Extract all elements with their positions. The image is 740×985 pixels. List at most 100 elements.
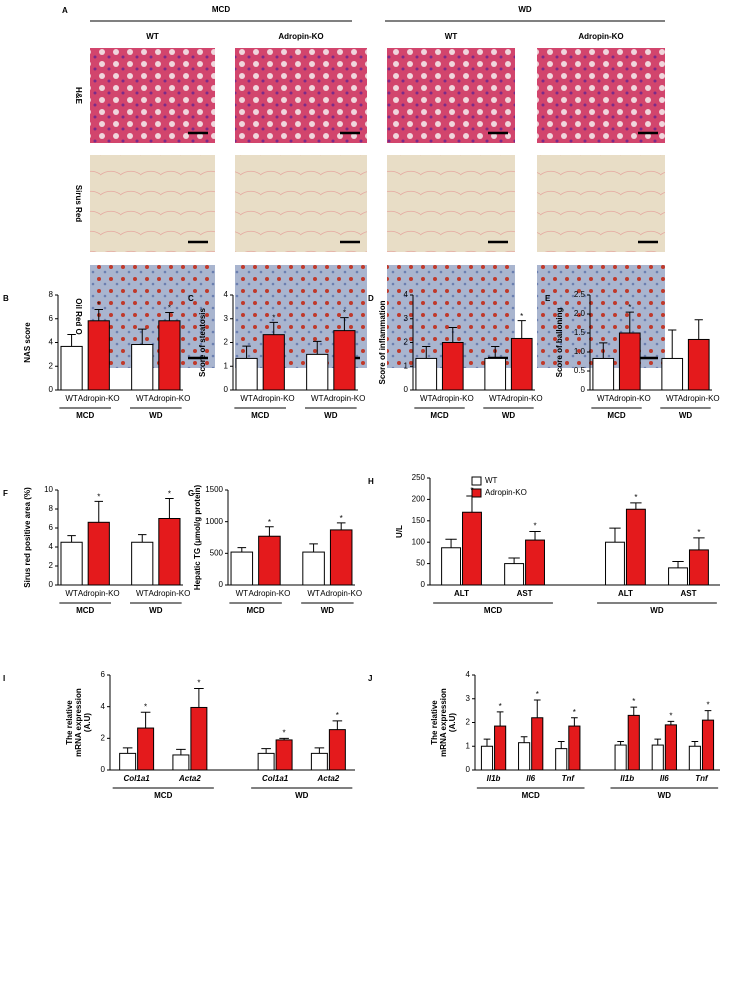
bar bbox=[87, 521, 110, 586]
y-axis-title: mRNA expression bbox=[439, 688, 448, 757]
bar bbox=[504, 563, 525, 586]
group-label: WD bbox=[679, 411, 693, 420]
y-tick-label: 4 bbox=[101, 702, 106, 711]
micrograph bbox=[235, 48, 367, 143]
y-tick-label: 2 bbox=[49, 361, 54, 370]
y-axis-title: Score of steatosis bbox=[198, 307, 207, 376]
significance: * bbox=[634, 493, 637, 502]
x-tick-label: WT bbox=[236, 589, 249, 598]
y-tick-label: 6 bbox=[49, 314, 54, 323]
x-tick-label: Tnf bbox=[695, 774, 709, 783]
bar bbox=[310, 752, 328, 771]
y-axis-title: Sirus red positive area (%) bbox=[23, 487, 32, 588]
bar bbox=[480, 745, 494, 771]
y-tick-label: 2 bbox=[101, 733, 106, 742]
bar bbox=[518, 742, 531, 771]
group-label: WD bbox=[518, 5, 532, 14]
bar bbox=[668, 567, 688, 586]
y-tick-label: 0 bbox=[101, 765, 106, 774]
bar bbox=[158, 518, 181, 586]
error-bar bbox=[269, 321, 278, 335]
bar bbox=[525, 539, 545, 586]
group-label: MCD bbox=[607, 411, 625, 420]
error-bar bbox=[422, 346, 431, 359]
bar bbox=[441, 547, 462, 586]
error-bar bbox=[491, 346, 500, 359]
error-bar bbox=[529, 531, 541, 541]
error-bar bbox=[336, 522, 346, 530]
micrograph bbox=[90, 155, 215, 252]
error-bar bbox=[617, 741, 624, 746]
bar bbox=[87, 320, 110, 391]
bar bbox=[306, 353, 329, 391]
x-tick-label: Il6 bbox=[526, 774, 535, 783]
y-tick-label: 2 bbox=[466, 718, 471, 727]
x-tick-label: WT bbox=[420, 394, 433, 403]
x-tick-label: Adropin-KO bbox=[609, 394, 651, 403]
x-tick-label: Col1a1 bbox=[262, 774, 289, 783]
error-bar bbox=[94, 500, 103, 523]
bar bbox=[664, 724, 677, 771]
y-tick-label: 0 bbox=[219, 580, 224, 589]
panel-letter: G bbox=[188, 489, 194, 498]
y-tick-label: 1000 bbox=[205, 517, 223, 526]
x-tick-label: WT bbox=[136, 394, 149, 403]
error-bar bbox=[667, 720, 675, 725]
legend-swatch bbox=[471, 488, 482, 498]
y-tick-label: 4 bbox=[404, 290, 409, 299]
bar bbox=[441, 342, 464, 391]
significance: * bbox=[343, 309, 346, 318]
x-tick-label: WT bbox=[240, 394, 253, 403]
row-label: H&E bbox=[74, 87, 83, 105]
y-tick-label: 6 bbox=[49, 523, 54, 532]
legend-label: WT bbox=[485, 476, 498, 485]
significance: * bbox=[283, 728, 286, 737]
bar bbox=[158, 320, 181, 391]
significance: * bbox=[97, 301, 100, 310]
x-tick-label: Adropin-KO bbox=[432, 394, 474, 403]
x-tick-label: ALT bbox=[618, 589, 633, 598]
y-tick-label: 2 bbox=[404, 338, 409, 347]
bar bbox=[190, 706, 208, 771]
y-tick-label: 0 bbox=[224, 385, 229, 394]
group-label: MCD bbox=[484, 606, 502, 615]
y-tick-label: 0 bbox=[421, 580, 426, 589]
bar bbox=[302, 551, 325, 586]
error-bar bbox=[466, 495, 478, 513]
significance: * bbox=[632, 697, 635, 706]
y-axis-title: (A.U) bbox=[83, 713, 92, 732]
x-tick-label: ALT bbox=[454, 589, 469, 598]
y-tick-label: 3 bbox=[466, 694, 471, 703]
y-tick-label: 2.5 bbox=[574, 290, 586, 299]
error-bar bbox=[483, 738, 491, 747]
bar bbox=[230, 551, 254, 586]
bar bbox=[627, 714, 640, 771]
error-bar bbox=[668, 329, 677, 359]
error-bar bbox=[261, 748, 271, 754]
error-bar bbox=[625, 311, 634, 333]
micrograph bbox=[387, 48, 515, 143]
error-bar bbox=[67, 334, 76, 347]
x-tick-label: Adropin-KO bbox=[249, 589, 291, 598]
y-tick-label: 4 bbox=[49, 542, 54, 551]
error-bar bbox=[609, 527, 621, 543]
error-bar bbox=[571, 717, 578, 727]
bar bbox=[661, 357, 684, 391]
y-tick-label: 8 bbox=[49, 504, 54, 513]
bar bbox=[329, 529, 353, 586]
significance: * bbox=[168, 304, 171, 313]
y-tick-label: 500 bbox=[210, 548, 224, 557]
panel-letter: D bbox=[368, 294, 374, 303]
error-bar bbox=[445, 538, 457, 548]
y-tick-label: 3 bbox=[224, 314, 229, 323]
y-axis-title: The relative bbox=[65, 700, 74, 745]
bar bbox=[333, 330, 356, 391]
significance: * bbox=[573, 708, 576, 717]
column-label: WT bbox=[146, 32, 159, 41]
panel-letter: B bbox=[3, 294, 9, 303]
significance: * bbox=[168, 490, 171, 499]
error-bar bbox=[314, 747, 325, 754]
significance: * bbox=[520, 312, 523, 321]
group-label: WD bbox=[650, 606, 664, 615]
group-label: MCD bbox=[154, 791, 172, 800]
